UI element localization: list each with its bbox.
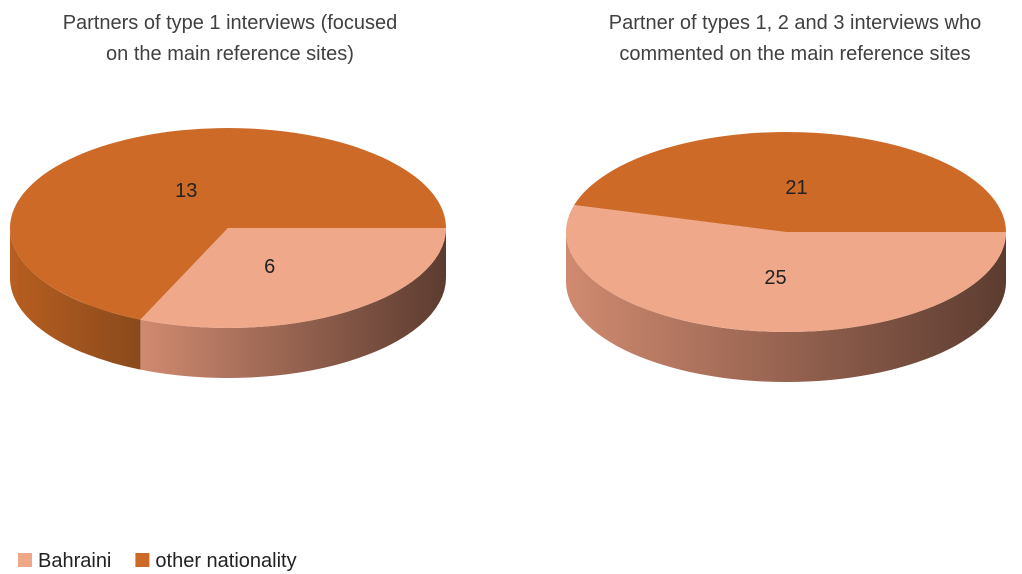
legend-swatch bbox=[18, 553, 32, 567]
legend-label: other nationality bbox=[155, 550, 296, 572]
pie-slice bbox=[574, 131, 1006, 232]
pie-side bbox=[140, 228, 446, 378]
data-label: 13 bbox=[175, 180, 197, 202]
chart-title: Partners of type 1 interviews (focused o… bbox=[62, 12, 398, 65]
data-label: 21 bbox=[785, 177, 807, 199]
pie-slice bbox=[140, 228, 446, 328]
pie-side bbox=[10, 228, 141, 370]
legend-swatch bbox=[135, 553, 150, 567]
pie-side bbox=[566, 232, 1006, 382]
pie-slice bbox=[10, 127, 447, 320]
pie-slice bbox=[566, 205, 1006, 332]
legend-label: Bahraini bbox=[38, 550, 111, 572]
chart-title: Partner of types 1, 2 and 3 interviews w… bbox=[608, 12, 982, 65]
data-label: 6 bbox=[264, 256, 275, 278]
data-label: 25 bbox=[764, 267, 786, 289]
